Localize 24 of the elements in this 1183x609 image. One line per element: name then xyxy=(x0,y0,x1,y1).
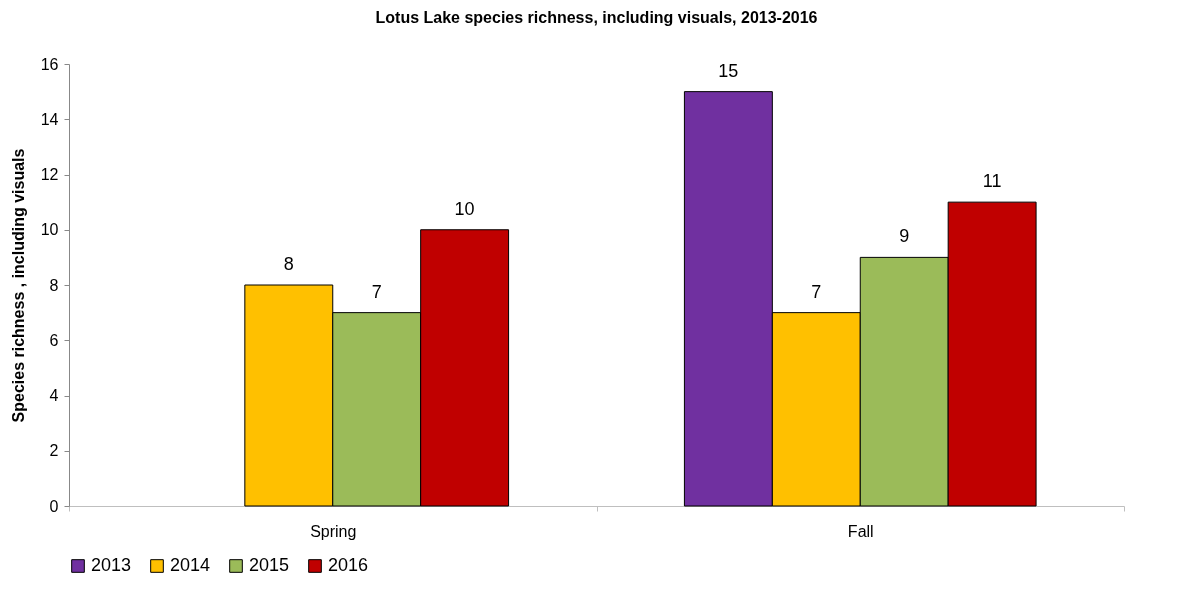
y-axis-title: Species richness , including visuals xyxy=(9,148,27,423)
legend-label: 2014 xyxy=(170,555,211,575)
legend-label: 2015 xyxy=(249,555,290,575)
y-tick-label: 4 xyxy=(49,387,59,404)
y-tick-label: 16 xyxy=(40,55,59,73)
y-tick-label: 0 xyxy=(49,497,59,515)
y-tick-label: 12 xyxy=(40,166,59,183)
chart-title: Lotus Lake species richness, including visuals, 2013-2016 xyxy=(375,9,818,26)
y-tick-label: 6 xyxy=(49,331,59,349)
data-label: 10 xyxy=(454,198,475,219)
y-tick-label: 2 xyxy=(49,442,59,460)
data-label: 11 xyxy=(982,171,1002,192)
data-label: 8 xyxy=(283,254,294,274)
legend-label: 2016 xyxy=(328,555,369,575)
data-label: 7 xyxy=(371,281,382,302)
data-label: 15 xyxy=(718,60,739,81)
y-tick-label: 10 xyxy=(40,221,59,239)
x-tick-label: Spring xyxy=(310,522,357,540)
y-tick-label: 14 xyxy=(40,110,59,128)
data-label: 7 xyxy=(811,281,822,302)
x-tick-label: Fall xyxy=(847,522,874,540)
y-tick-label: 8 xyxy=(49,276,59,294)
legend-label: 2013 xyxy=(91,555,132,575)
data-label: 9 xyxy=(899,226,910,247)
